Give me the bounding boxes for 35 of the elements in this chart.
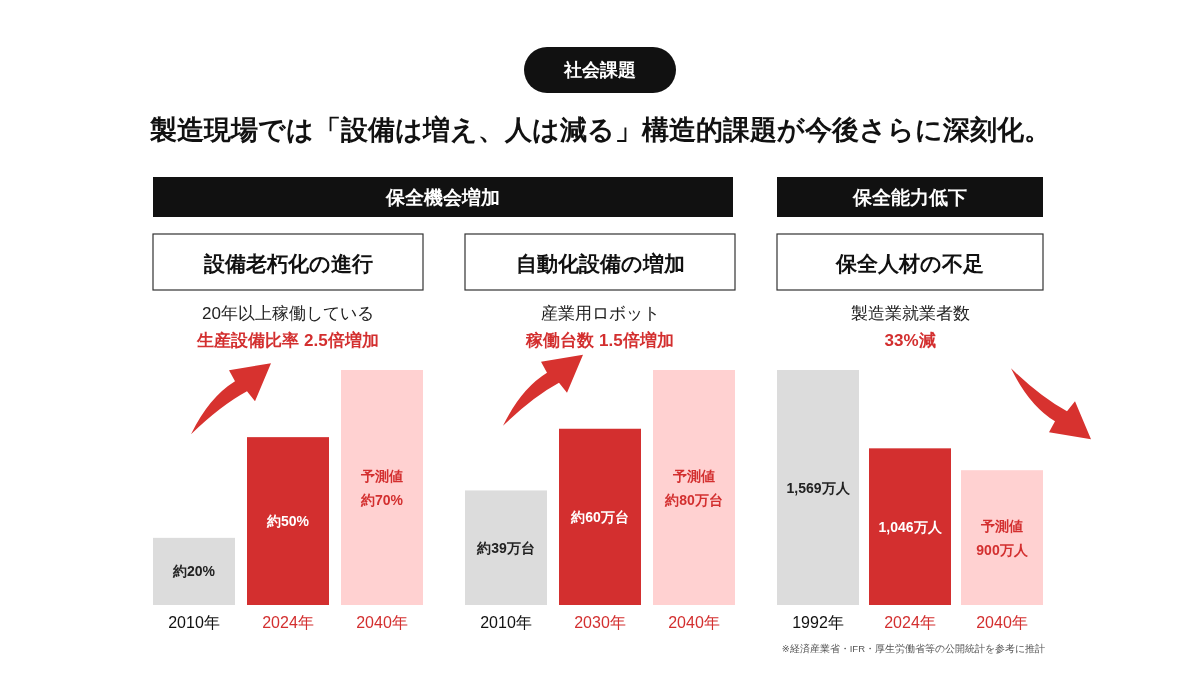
chart-subtitle: 20年以上稼働している	[202, 303, 374, 323]
data-label: 約80万台	[664, 491, 723, 508]
data-label: 約70%	[359, 491, 404, 508]
annotation: 予測値	[360, 467, 403, 484]
x-tick-label: 2040年	[356, 613, 408, 631]
x-tick-label: 2024年	[884, 613, 936, 631]
data-label: 約50%	[265, 513, 310, 530]
chart-subtitle: 製造業就業者数	[850, 303, 970, 323]
x-tick-label: 2030年	[574, 613, 626, 631]
data-label: 約60万台	[570, 508, 629, 525]
text: 稼働台数 1.5倍増加	[525, 329, 674, 350]
data-label: 1,046万人	[878, 518, 943, 535]
chart-subtitle: 産業用ロボット	[540, 303, 660, 323]
chart-title: 設備老朽化の進行	[202, 251, 373, 275]
text: 社会課題	[563, 60, 636, 80]
x-tick-label: 2010年	[480, 613, 532, 631]
x-tick-label: 2040年	[976, 613, 1028, 631]
data-label: 900万人	[976, 541, 1029, 558]
text: 33%減	[884, 330, 936, 350]
data-label: 約20%	[171, 563, 216, 580]
text: 保全機会増加	[385, 186, 500, 208]
x-tick-label: 1992年	[792, 613, 844, 631]
annotation: 予測値	[672, 467, 715, 484]
chart-title: 保全人材の不足	[835, 251, 984, 275]
x-tick-label: 2024年	[262, 613, 314, 631]
x-tick-label: 2010年	[168, 613, 220, 631]
data-label: 1,569万人	[786, 479, 851, 496]
annotation: 予測値	[980, 517, 1023, 534]
text: 製造現場では「設備は増え、人は減る」構造的課題が今後さらに深刻化。	[148, 115, 1051, 145]
text: 保全能力低下	[852, 186, 967, 208]
data-label: 約39万台	[476, 539, 535, 556]
chart-title: 自動化設備の増加	[515, 251, 685, 275]
x-tick-label: 2040年	[668, 613, 720, 631]
text: 生産設備比率 2.5倍増加	[196, 329, 379, 350]
text: ※経済産業省・IFR・厚生労働省等の公開統計を参考に推計	[781, 642, 1045, 654]
